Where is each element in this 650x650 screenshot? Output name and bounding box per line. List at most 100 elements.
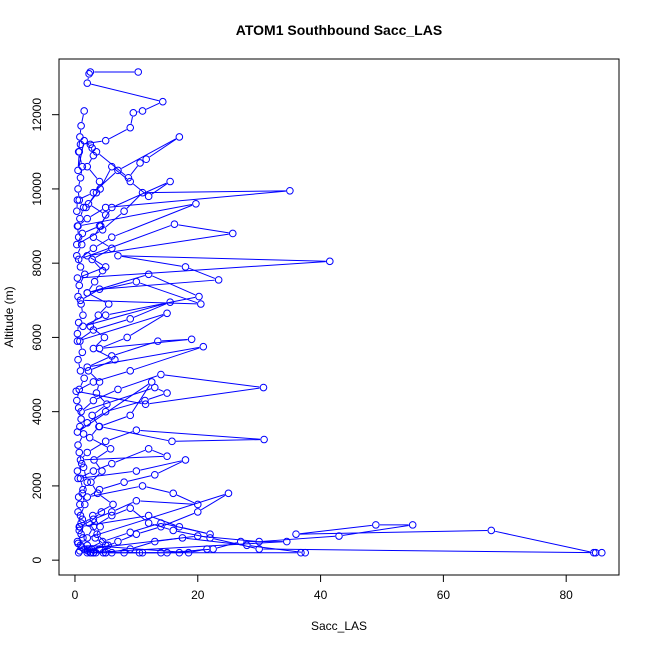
data-point — [75, 196, 84, 204]
data-point — [96, 222, 105, 230]
data-point — [243, 541, 251, 550]
data-point — [75, 526, 84, 535]
data-point — [93, 530, 101, 538]
data-point — [166, 177, 174, 186]
series-line-segment — [97, 185, 99, 189]
data-point — [91, 534, 100, 542]
data-point — [89, 344, 98, 353]
data-point — [78, 489, 87, 498]
data-point — [78, 515, 87, 524]
data-point — [192, 199, 200, 208]
series-line-segment — [100, 495, 111, 503]
series-line-segment — [80, 383, 149, 431]
series-line-segment — [86, 302, 167, 326]
series-line-segment — [109, 431, 133, 441]
data-point — [74, 441, 82, 449]
data-point — [136, 159, 144, 167]
data-point — [80, 500, 89, 509]
data-point — [132, 426, 141, 435]
data-point — [591, 548, 600, 557]
data-point — [129, 109, 138, 117]
data-point — [199, 342, 208, 351]
data-point — [108, 459, 116, 468]
series-line-segment — [140, 430, 261, 440]
data-point — [80, 270, 89, 279]
data-point — [80, 545, 88, 553]
series-line-segment — [103, 339, 188, 349]
data-point — [297, 548, 305, 557]
data-point — [87, 545, 96, 553]
data-point — [101, 407, 110, 416]
y-tick-label: 8000 — [30, 250, 44, 277]
data-point — [101, 541, 110, 550]
data-point — [80, 374, 88, 383]
data-point — [104, 300, 113, 308]
data-point — [301, 548, 310, 557]
series-line-segment — [140, 460, 182, 471]
data-point — [93, 489, 102, 498]
data-point — [76, 173, 85, 182]
series-line-segment — [115, 204, 193, 237]
data-point — [157, 519, 165, 527]
data-point — [169, 489, 178, 498]
data-point — [120, 207, 128, 216]
series-line-segment — [91, 205, 103, 214]
x-tick-label: 60 — [437, 588, 451, 602]
series-line-segment — [90, 274, 145, 293]
data-point — [73, 396, 81, 405]
series-line-segment — [127, 475, 152, 482]
data-point — [120, 548, 128, 557]
data-point — [76, 214, 84, 223]
data-point — [89, 467, 98, 475]
series-line-segment — [161, 338, 188, 342]
data-point — [224, 489, 233, 498]
data-point — [108, 203, 116, 212]
data-point — [126, 367, 135, 375]
series-line-segment — [82, 225, 171, 259]
series-line-segment — [158, 461, 183, 474]
data-point — [101, 311, 110, 319]
data-point — [76, 140, 85, 149]
series-line-segment — [90, 195, 95, 201]
series-line-segment — [133, 183, 146, 195]
series-line-segment — [131, 385, 150, 413]
data-point — [108, 244, 116, 253]
series-line-segment — [91, 233, 229, 256]
series-line-segment — [96, 172, 116, 191]
data-point — [76, 263, 85, 271]
data-point — [134, 68, 143, 76]
data-point — [166, 298, 174, 306]
data-point — [236, 537, 245, 546]
series-line-segment — [133, 542, 152, 549]
data-point — [77, 122, 85, 130]
series-line-segment — [263, 535, 336, 542]
series-line-segment — [90, 443, 103, 451]
series-line-segment — [78, 140, 81, 148]
data-point — [77, 407, 85, 416]
data-point — [108, 233, 116, 241]
data-point — [98, 266, 107, 275]
series-line-segment — [100, 306, 107, 313]
series-line-segment — [92, 318, 97, 324]
data-point — [372, 521, 380, 529]
data-point — [101, 136, 110, 145]
x-axis: 0 20 40 60 80 — [72, 574, 574, 602]
series-line-segment — [148, 393, 164, 400]
data-point — [120, 478, 128, 486]
data-point — [89, 151, 98, 160]
data-point — [408, 521, 417, 529]
data-point — [141, 396, 149, 405]
series-line-segment — [101, 169, 111, 186]
series-line-segment — [146, 486, 170, 493]
data-point — [144, 519, 153, 527]
data-point — [83, 162, 92, 171]
series-line-segment — [90, 373, 98, 380]
series-line-segment — [84, 299, 197, 305]
x-tick-label: 80 — [560, 588, 574, 602]
series-line-segment — [149, 138, 177, 158]
series-line-segment — [130, 314, 164, 336]
series-line-segment — [81, 250, 91, 258]
data-point — [209, 545, 217, 553]
series-line-segment — [121, 138, 177, 169]
data-point — [77, 530, 85, 538]
